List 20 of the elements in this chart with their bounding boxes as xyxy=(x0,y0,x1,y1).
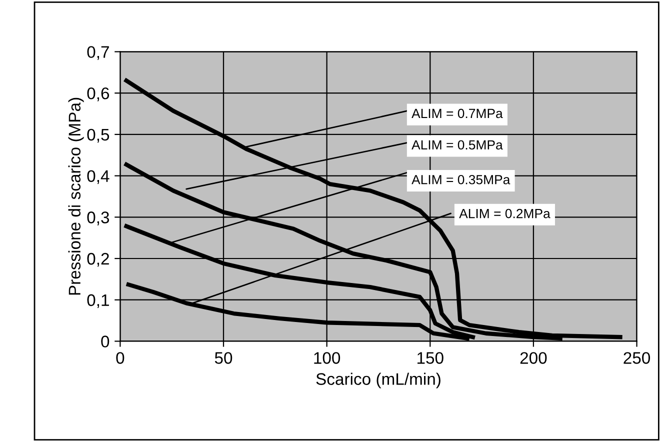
y-tick-label: 0,2 xyxy=(87,252,109,267)
y-tick-label: 0,4 xyxy=(87,170,110,184)
y-tick-label: 0 xyxy=(101,336,110,348)
x-tick-label: 200 xyxy=(520,352,547,364)
y-tick-label: 0,3 xyxy=(87,212,110,226)
x-tick-label: 50 xyxy=(214,352,232,364)
y-axis-title: Pressione di scarico (MPa) xyxy=(68,98,84,295)
x-axis-title: Scarico (mL/min) xyxy=(316,372,440,388)
x-tick-label: 100 xyxy=(314,352,340,364)
annotation: ALIM = 0.35MPa xyxy=(412,174,510,184)
annotation: ALIM = 0.7MPa xyxy=(412,108,503,118)
x-tick-label: 250 xyxy=(624,352,650,364)
y-tick-label: 0,1 xyxy=(87,294,109,308)
y-tick-label: 0,6 xyxy=(87,87,110,102)
y-tick-label: 0,5 xyxy=(87,128,110,143)
y-tick-label: 0,7 xyxy=(87,46,109,60)
x-tick-label: 0 xyxy=(116,352,124,364)
annotation: ALIM = 0.2MPa xyxy=(459,208,550,218)
x-tick-label: 150 xyxy=(418,352,444,364)
annotation: ALIM = 0.5MPa xyxy=(412,140,503,150)
